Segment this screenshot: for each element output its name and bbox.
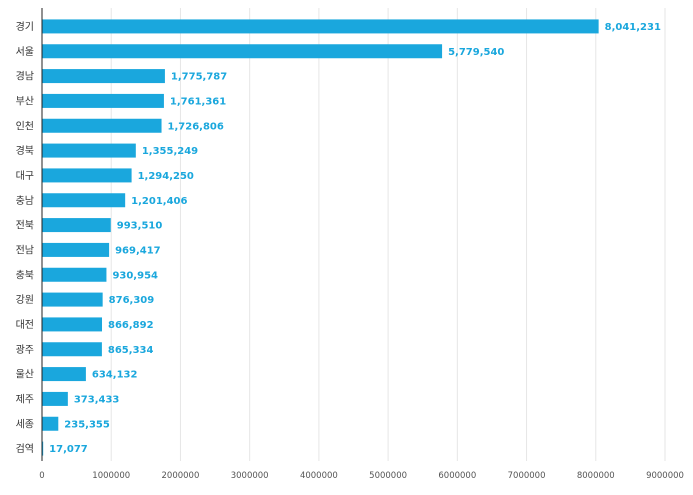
category-label: 대구 xyxy=(16,170,34,182)
x-tick-label: 0 xyxy=(39,471,44,481)
bar xyxy=(42,193,126,208)
category-label: 경북 xyxy=(16,144,34,157)
x-tick-label: 5000000 xyxy=(369,471,407,481)
category-label: 경기 xyxy=(16,20,34,33)
category-label: 서울 xyxy=(16,46,34,58)
bar xyxy=(42,44,443,59)
value-label: 8,041,231 xyxy=(605,22,661,33)
category-label: 울산 xyxy=(16,369,34,381)
value-label: 1,355,249 xyxy=(142,146,198,157)
value-label: 993,510 xyxy=(117,221,163,232)
category-label: 검역 xyxy=(16,443,34,455)
category-label: 광주 xyxy=(16,344,34,356)
bar xyxy=(42,317,103,332)
bar xyxy=(42,367,86,382)
x-tick-label: 6000000 xyxy=(438,471,476,481)
bar xyxy=(42,292,103,307)
bar xyxy=(42,441,44,456)
value-label: 17,077 xyxy=(49,444,88,455)
bar xyxy=(42,242,110,257)
value-label: 1,761,361 xyxy=(170,96,226,107)
bar xyxy=(42,93,164,108)
bar xyxy=(42,69,165,84)
bar xyxy=(42,416,59,431)
x-tick-label: 2000000 xyxy=(162,471,200,481)
bars xyxy=(42,19,599,456)
value-label: 634,132 xyxy=(92,370,138,381)
labels: 0 1000000 2000000 3000000 4000000 5000000 6000… xyxy=(16,20,684,481)
bar xyxy=(42,143,136,158)
bar xyxy=(42,19,599,34)
x-tick-label: 1000000 xyxy=(92,471,130,481)
value-label: 865,334 xyxy=(108,345,154,356)
category-label: 경남 xyxy=(16,70,34,83)
bar xyxy=(42,342,102,357)
category-label: 충남 xyxy=(16,195,34,207)
value-label: 235,355 xyxy=(64,419,110,430)
x-tick-label: 4000000 xyxy=(300,471,338,481)
x-tick-label: 3000000 xyxy=(231,471,269,481)
bar xyxy=(42,267,107,282)
category-label: 인천 xyxy=(16,120,34,132)
category-label: 대전 xyxy=(16,319,34,331)
value-label: 969,417 xyxy=(115,245,161,256)
value-label: 1,726,806 xyxy=(168,121,224,132)
category-label: 전남 xyxy=(16,244,34,256)
category-label: 충북 xyxy=(16,269,34,281)
value-label: 1,775,787 xyxy=(171,72,227,83)
category-label: 강원 xyxy=(16,294,34,306)
value-label: 373,433 xyxy=(74,394,120,405)
x-tick-label: 9000000 xyxy=(646,471,684,481)
bar xyxy=(42,218,111,233)
category-label: 세종 xyxy=(16,418,34,430)
x-tick-label: 7000000 xyxy=(508,471,546,481)
grid-lines xyxy=(110,8,666,461)
value-label: 5,779,540 xyxy=(448,47,504,58)
bar xyxy=(42,391,68,406)
category-label: 전북 xyxy=(16,220,34,232)
bar xyxy=(42,118,162,133)
bar xyxy=(42,168,132,183)
category-label: 제주 xyxy=(16,393,34,405)
value-label: 1,294,250 xyxy=(138,171,194,182)
value-label: 876,309 xyxy=(109,295,155,306)
value-label: 1,201,406 xyxy=(131,196,187,207)
x-tick-label: 8000000 xyxy=(577,471,615,481)
value-label: 930,954 xyxy=(112,270,158,281)
category-label: 부산 xyxy=(16,95,34,107)
value-label: 866,892 xyxy=(108,320,154,331)
